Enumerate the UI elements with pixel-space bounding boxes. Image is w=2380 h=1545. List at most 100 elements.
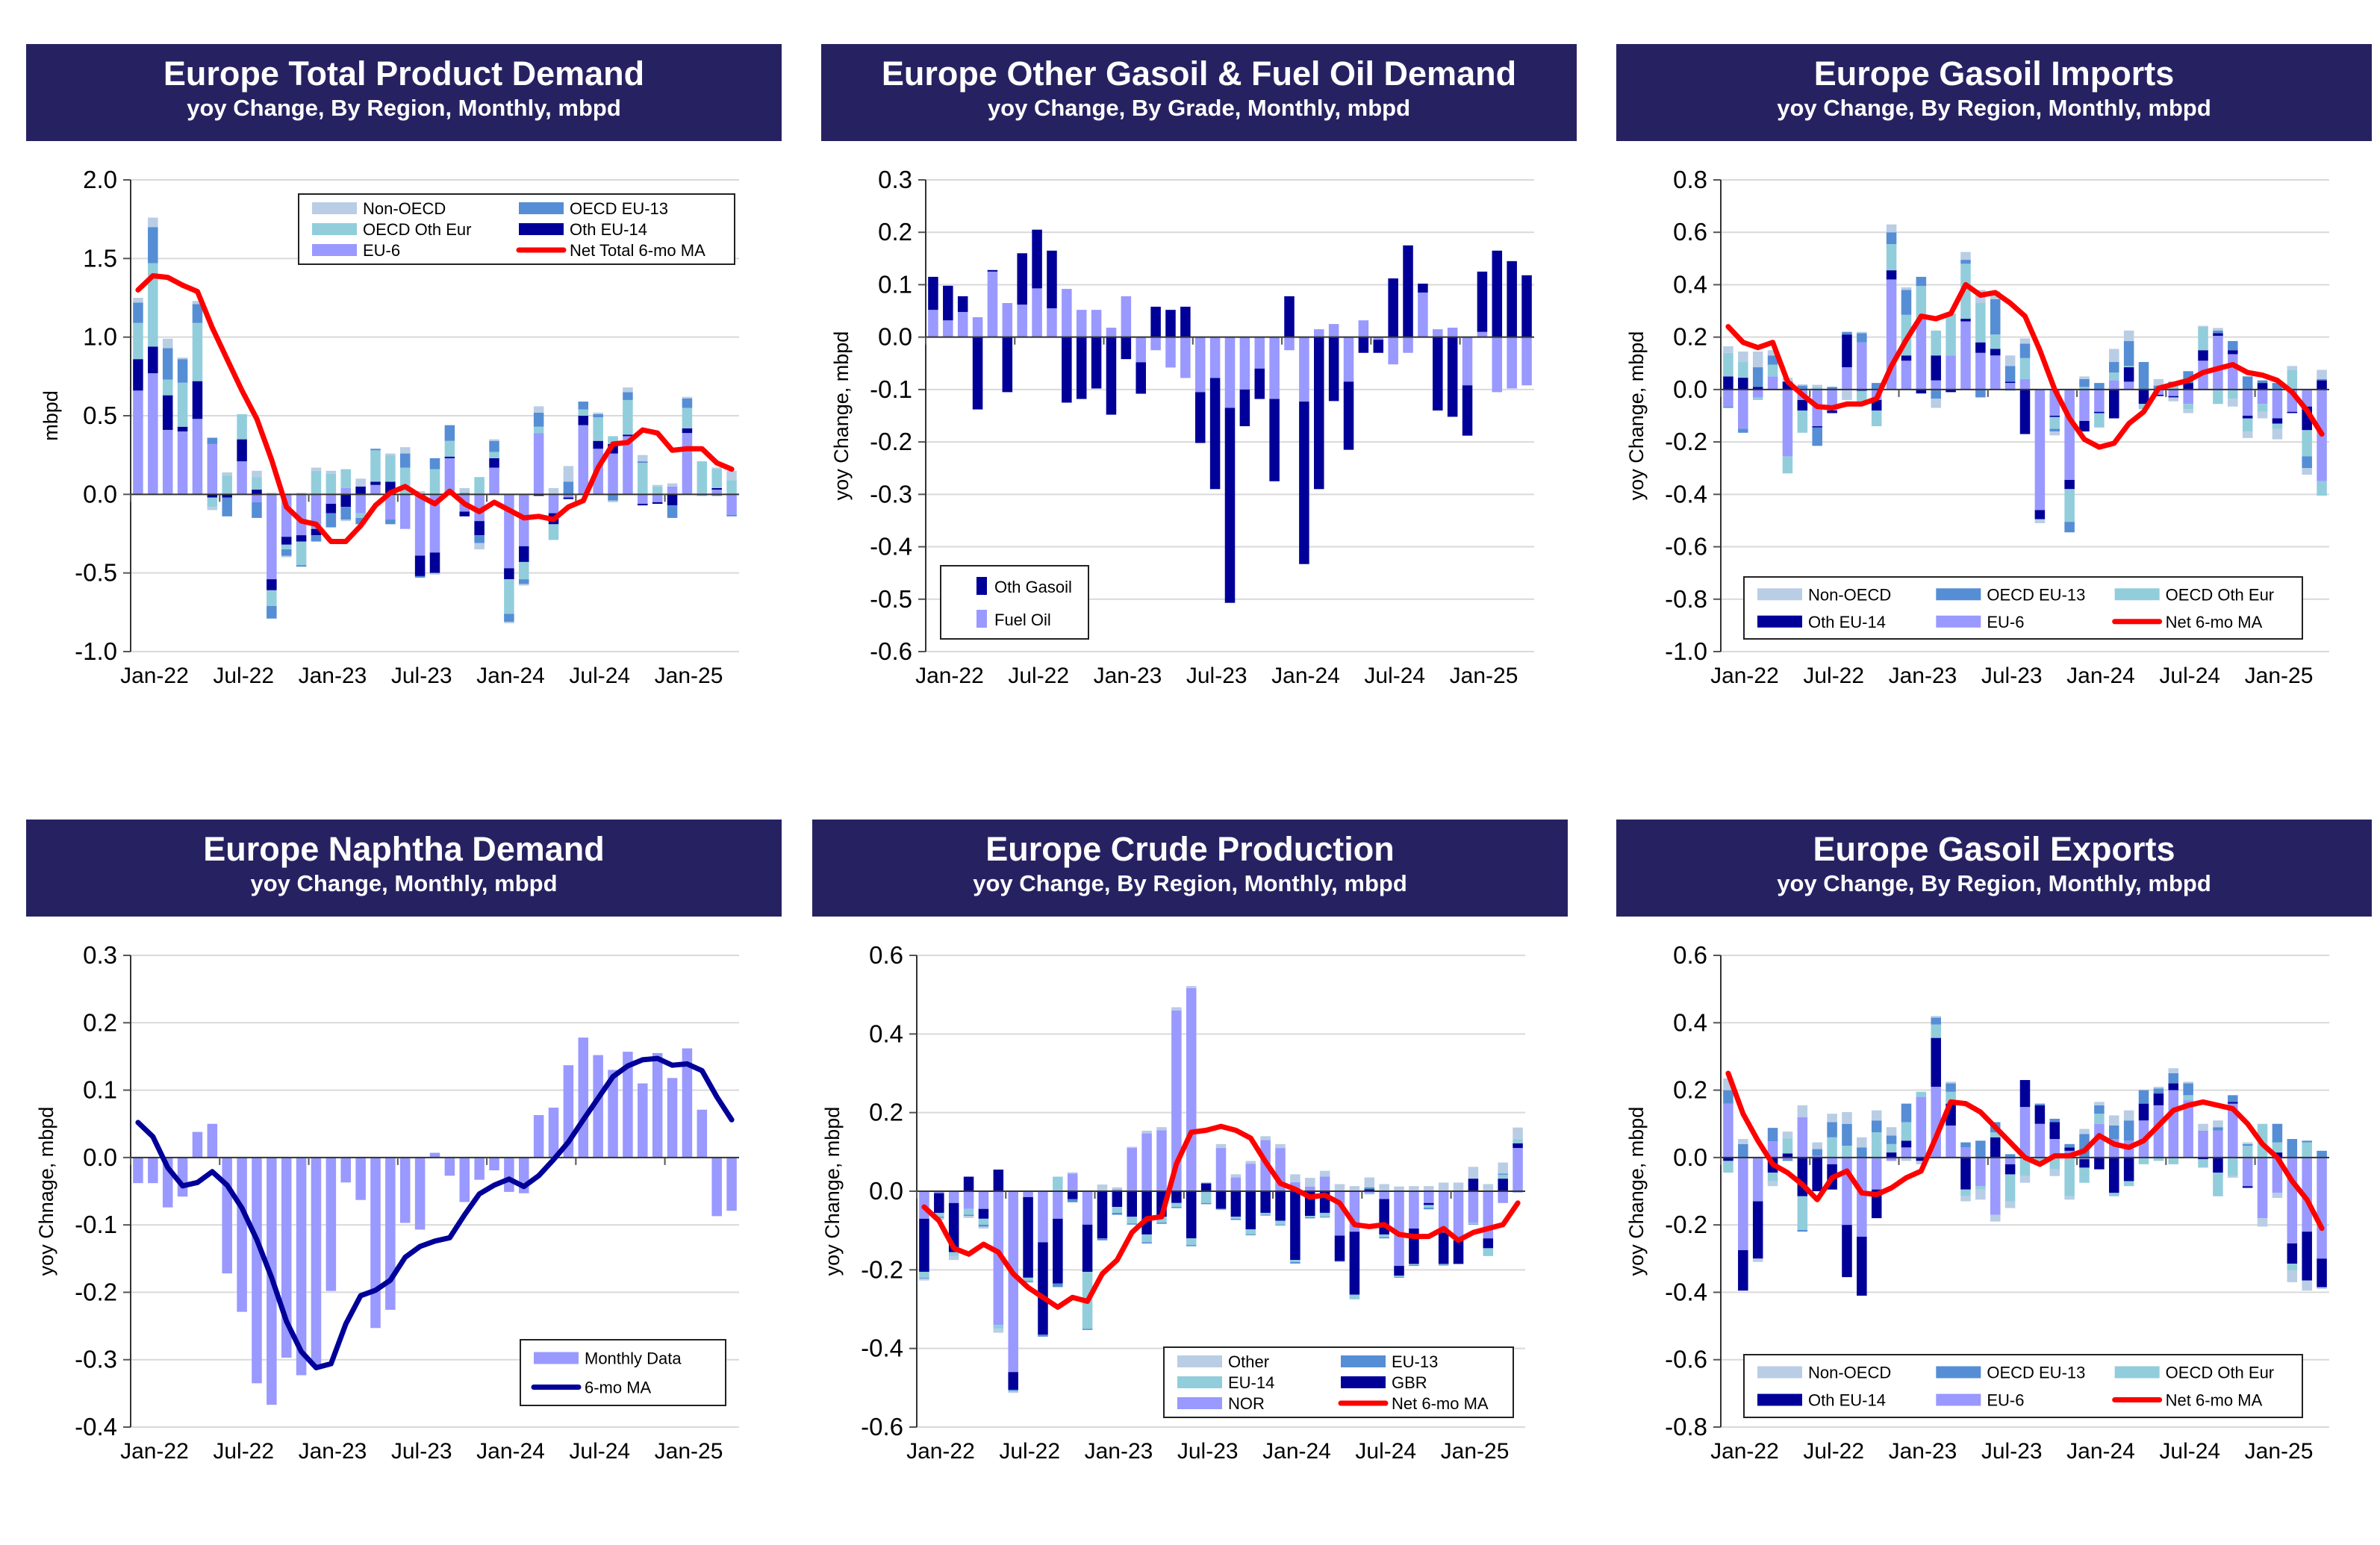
- bar-gbr: [1290, 1191, 1300, 1261]
- bar-oecd-eu-13: [638, 461, 648, 464]
- x-tick-label: Jan-25: [1441, 1439, 1510, 1464]
- bar-oecd-eu-13: [1975, 1140, 1986, 1158]
- bar-oecd-eu-13: [1738, 1143, 1748, 1158]
- bar-oecd-oth-eur: [1842, 1146, 1852, 1158]
- bar-non-oecd: [399, 447, 411, 454]
- bar-non-oecd: [2242, 1142, 2253, 1144]
- bar-oecd-oth-eur: [340, 469, 351, 488]
- bar-oecd-oth-eur: [444, 440, 455, 457]
- bar-oth-eu-14: [2242, 416, 2253, 419]
- legend-label: EU-14: [1228, 1373, 1274, 1392]
- bar-oth-eu-14: [1990, 349, 2001, 356]
- bar-eu-6: [1975, 1157, 1986, 1187]
- bar-non-oecd: [2153, 378, 2164, 386]
- bar-other: [1409, 1186, 1419, 1191]
- x-tick-label: Jan-24: [2066, 1439, 2135, 1464]
- bar-non-oecd: [682, 396, 693, 399]
- bar-oecd-eu-13: [2168, 1073, 2179, 1084]
- bar-eu-14: [1171, 1202, 1182, 1208]
- x-tick-label: Jul-22: [1008, 664, 1069, 688]
- legend: Monthly Data 6-mo MA: [520, 1339, 726, 1406]
- bar-oecd-eu-13: [2287, 1139, 2298, 1158]
- legend-label: Net 6-mo MA: [2166, 1391, 2263, 1410]
- bar-non-oecd: [148, 217, 158, 228]
- bar-oth-eu-14: [133, 359, 143, 391]
- bar-oth-gasoil: [1418, 284, 1428, 293]
- bar-eu-13: [1409, 1265, 1419, 1267]
- bar-non-oecd: [2153, 1087, 2164, 1089]
- bar-fuel-oil: [1373, 337, 1384, 340]
- bar-oecd-oth-eur: [2272, 423, 2283, 429]
- bar-monthly-data: [355, 1157, 366, 1200]
- legend-label: EU-6: [363, 241, 400, 260]
- bar-non-oecd: [1886, 1127, 1897, 1136]
- bar-oecd-oth-eur: [355, 513, 366, 518]
- bar-oecd-eu-13: [2049, 1118, 2060, 1123]
- bar-oecd-eu-13: [1752, 367, 1763, 387]
- bar-monthly-data: [385, 1157, 396, 1310]
- bar-monthly-data: [237, 1157, 247, 1312]
- bar-other: [963, 1216, 974, 1218]
- bar-oecd-eu-13: [1931, 389, 1941, 399]
- bar-oth-gasoil: [1017, 253, 1027, 305]
- bar-oth-gasoil: [1314, 337, 1324, 490]
- bar-eu-6: [2302, 389, 2312, 407]
- bar-eu-6: [1842, 1157, 1852, 1226]
- bar-fuel-oil: [1121, 296, 1132, 337]
- bar-non-oecd: [2079, 1129, 2090, 1134]
- bar-non-oecd: [2168, 397, 2179, 402]
- bar-fuel-oil: [1492, 337, 1503, 393]
- bar-eu-13: [1112, 1212, 1123, 1215]
- legend: Other EU-13 EU-14 GBR NOR Net 6-mo MA: [1163, 1346, 1514, 1418]
- bar-gbr: [1067, 1191, 1078, 1199]
- bar-fuel-oil: [1032, 288, 1042, 337]
- legend-swatch-oth-eu-14: [1757, 1393, 1802, 1406]
- bar-nor: [1498, 1191, 1508, 1203]
- bar-oecd-oth-eur: [192, 322, 203, 381]
- bar-oecd-eu-13: [608, 494, 618, 501]
- y-tick-label: -0.2: [1665, 428, 1707, 455]
- bar-eu-13: [1364, 1187, 1375, 1190]
- bar-oth-eu-14: [2034, 1105, 2046, 1124]
- bar-fuel-oil: [1358, 320, 1369, 337]
- bar-oecd-oth-eur: [2257, 404, 2268, 412]
- bar-oecd-oth-eur: [1857, 390, 1867, 402]
- legend-swatch-nor: [1177, 1397, 1222, 1409]
- bar-oecd-eu-13: [1767, 1128, 1778, 1142]
- bar-oecd-eu-13: [2004, 1154, 2016, 1158]
- bar-oecd-eu-13: [1975, 389, 1986, 398]
- legend-label: Net Total 6-mo MA: [570, 241, 705, 260]
- bar-eu-6: [1723, 389, 1733, 407]
- bar-oth-gasoil: [1254, 368, 1265, 399]
- bar-fuel-oil: [1314, 329, 1324, 337]
- bar-oecd-oth-eur: [133, 322, 143, 360]
- bar-non-oecd: [429, 572, 440, 575]
- legend-swatch-eu-6: [312, 244, 357, 256]
- y-tick-label: 0.4: [869, 1020, 903, 1047]
- bar-eu-13: [978, 1224, 989, 1227]
- bar-fuel-oil: [1447, 328, 1458, 337]
- x-tick-label: Jul-22: [213, 1439, 274, 1464]
- x-tick-label: Jul-23: [1981, 664, 2043, 688]
- legend-box: [1743, 576, 2303, 640]
- bar-non-oecd: [1812, 1142, 1822, 1149]
- bar-non-oecd: [1931, 399, 1941, 408]
- chart-svg: -0.6 -0.4 -0.2 0.0 0.2 0.4 0.6 yoy Change, mbpd…: [821, 941, 1525, 1464]
- chart-title: Europe Gasoil Imports: [1813, 54, 2175, 93]
- legend-label: Oth EU-14: [570, 220, 647, 239]
- bar-oecd-eu-13: [504, 614, 514, 622]
- bar-oth-gasoil: [1447, 337, 1458, 417]
- x-tick-label: Jan-23: [1085, 1439, 1153, 1464]
- bar-eu-6: [192, 419, 203, 495]
- bar-oecd-oth-eur: [697, 461, 708, 495]
- bar-oth-gasoil: [987, 269, 998, 272]
- bar-oth-eu-14: [296, 535, 307, 542]
- bar-oth-eu-14: [281, 537, 292, 545]
- bar-oecd-eu-13: [192, 304, 203, 323]
- y-tick-label: 0.0: [869, 1177, 903, 1205]
- bar-eu-14: [1379, 1234, 1389, 1237]
- bar-oecd-oth-eur: [1797, 410, 1808, 433]
- bar-fuel-oil: [1403, 337, 1413, 353]
- bar-oth-gasoil: [1032, 229, 1042, 289]
- bar-oth-eu-14: [2049, 416, 2060, 417]
